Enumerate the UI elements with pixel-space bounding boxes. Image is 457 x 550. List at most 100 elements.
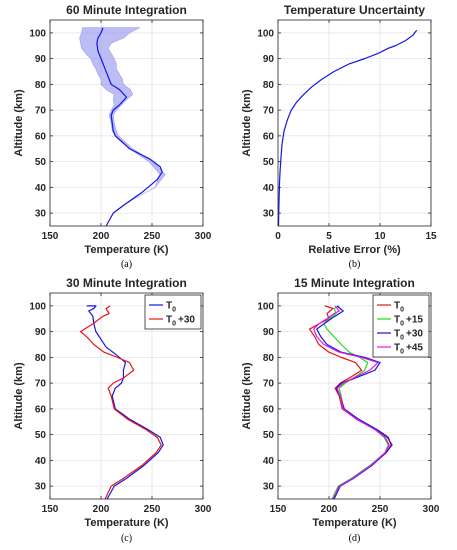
legend-label: T0 +45	[394, 343, 423, 356]
y-tick-label: 100	[29, 28, 46, 39]
x-tick-label: 250	[144, 504, 161, 515]
y-tick-label: 70	[263, 106, 275, 117]
y-tick-label: 60	[263, 131, 275, 142]
x-tick-label: 250	[144, 231, 161, 242]
chart-title: 30 Minute Integration	[66, 276, 187, 290]
legend-label-main: T	[166, 301, 172, 312]
legend-label-subscript: 0	[400, 335, 404, 342]
legend-box	[144, 294, 202, 330]
panel-b: 0 5 10 15 30 40 50 60 70 80 90 100 Temperature Uncer…	[241, 3, 437, 270]
y-tick-label: 60	[263, 404, 275, 415]
y-tick-label: 100	[29, 301, 46, 312]
axes-frame	[277, 292, 432, 500]
chart-title: 15 Minute Integration	[294, 276, 415, 290]
y-tick-label: 100	[257, 301, 274, 312]
legend-label-subscript: 0	[400, 321, 404, 328]
panel-caption: (a)	[121, 259, 132, 270]
legend-label-main: T	[394, 343, 400, 354]
legend-label: T0 +30	[394, 329, 423, 342]
y-tick-label: 80	[35, 353, 47, 364]
x-axis-label: Temperature (K)	[84, 517, 168, 529]
y-tick-label: 90	[35, 327, 47, 338]
series-line-1	[96, 27, 163, 227]
y-tick-label: 90	[263, 327, 275, 338]
y-tick-label: 50	[263, 157, 275, 168]
y-tick-label: 90	[263, 54, 275, 65]
y-tick-label: 80	[35, 80, 47, 91]
y-tick-label: 30	[263, 209, 275, 220]
legend-label: T0 +15	[394, 315, 423, 328]
x-tick-label: 200	[321, 504, 338, 515]
y-tick-label: 40	[263, 456, 275, 467]
y-tick-label: 40	[263, 183, 275, 194]
y-tick-label: 40	[35, 456, 47, 467]
legend-item-2: T0 +30	[149, 315, 195, 328]
y-tick-label: 80	[263, 80, 275, 91]
panel-a: 150 200 250 300 30 40 50 60 70 80 90 100 60 Minute I…	[13, 3, 212, 270]
x-tick-label: 300	[195, 504, 212, 515]
legend-label: T0	[394, 301, 404, 314]
legend-item-1: T0	[377, 301, 404, 314]
legend-item-2: T0 +15	[377, 315, 423, 328]
x-tick-label: 250	[372, 504, 389, 515]
chart-title: 60 Minute Integration	[66, 3, 187, 17]
series-line-4	[313, 305, 390, 500]
y-tick-label: 30	[35, 482, 47, 493]
y-tick-label: 80	[263, 353, 275, 364]
series-line-2	[79, 305, 162, 500]
x-tick-label: 200	[93, 504, 110, 515]
legend-item-1: T0	[149, 301, 176, 314]
x-tick-label: 15	[425, 231, 437, 242]
x-tick-label: 300	[423, 504, 440, 515]
y-tick-label: 40	[35, 183, 47, 194]
axes-frame	[49, 19, 204, 227]
legend-label-main: T	[394, 329, 400, 340]
plot-area	[50, 20, 203, 226]
panel-caption: (b)	[349, 259, 361, 270]
x-axis-label: Relative Error (%)	[308, 244, 401, 256]
legend-label-suffix: +15	[406, 315, 423, 326]
y-axis-label: Altitude (km)	[241, 362, 253, 430]
legend-label-subscript: 0	[172, 307, 176, 314]
x-axis-label: Temperature (K)	[312, 517, 396, 529]
y-axis-label: Altitude (km)	[13, 89, 25, 157]
x-tick-label: 150	[42, 231, 59, 242]
chart-title: Temperature Uncertainty	[284, 3, 425, 17]
legend-label: T0 +30	[166, 315, 195, 328]
y-tick-label: 50	[35, 157, 47, 168]
y-tick-label: 90	[35, 54, 47, 65]
plot-area	[278, 20, 431, 226]
x-tick-label: 5	[326, 231, 332, 242]
y-tick-label: 70	[35, 379, 47, 390]
legend-label-suffix: +30	[178, 315, 195, 326]
legend-label-subscript: 0	[172, 321, 176, 328]
x-tick-label: 150	[42, 504, 59, 515]
y-tick-label: 30	[263, 482, 275, 493]
y-tick-label: 60	[35, 404, 47, 415]
x-axis-label: Temperature (K)	[84, 244, 168, 256]
y-tick-label: 70	[263, 379, 275, 390]
legend-label-subscript: 0	[400, 349, 404, 356]
x-tick-label: 200	[93, 231, 110, 242]
legend-label-subscript: 0	[400, 307, 404, 314]
y-tick-label: 60	[35, 131, 47, 142]
series-line-1	[277, 29, 418, 227]
series-line-1	[86, 305, 164, 500]
legend-label-main: T	[166, 315, 172, 326]
x-tick-label: 10	[374, 231, 386, 242]
x-tick-label: 0	[275, 231, 281, 242]
y-tick-label: 70	[35, 106, 47, 117]
x-tick-label: 300	[195, 231, 212, 242]
legend-label-suffix: +45	[406, 343, 423, 354]
legend-item-3: T0 +30	[377, 329, 423, 342]
y-tick-label: 50	[263, 430, 275, 441]
x-tick-label: 150	[270, 504, 287, 515]
legend-item-4: T0 +45	[377, 343, 423, 356]
y-axis-label: Altitude (km)	[13, 362, 25, 430]
panel-caption: (d)	[349, 533, 361, 544]
y-tick-label: 100	[257, 28, 274, 39]
legend-label: T0	[166, 301, 176, 314]
grid	[277, 20, 432, 226]
